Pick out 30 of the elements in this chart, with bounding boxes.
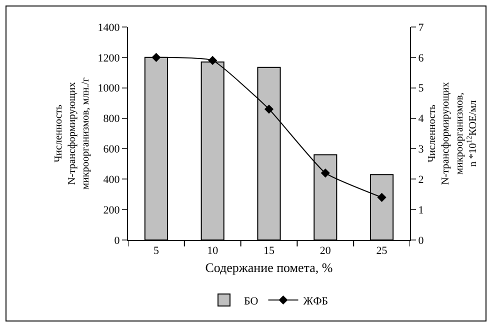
x-tick-label: 5	[153, 245, 160, 258]
x-axis-title: Содержание помета, %	[205, 260, 333, 275]
point	[320, 168, 330, 178]
y-tick-label: 400	[103, 174, 120, 186]
y2-tick-label: 5	[418, 82, 424, 95]
y2-tick-label: 0	[418, 234, 424, 247]
y2-tick-label: 4	[418, 113, 424, 126]
y-axis-title: Численность N-трансформирующих микроорганизмов, млн./г	[53, 76, 92, 190]
y2-tick-label: 1	[418, 204, 424, 216]
y-tick-label: 800	[103, 113, 120, 126]
point	[208, 56, 218, 66]
y2-tick-label: 6	[418, 52, 424, 64]
point	[152, 52, 161, 62]
x-tick-label: 25	[376, 245, 388, 258]
y2-tick-label: 3	[418, 144, 424, 156]
point	[377, 192, 386, 202]
y2-tick-label: 2	[418, 174, 424, 186]
point	[264, 104, 274, 114]
y-tick-label: 600	[103, 144, 120, 156]
x-tick-label: 20	[320, 245, 332, 258]
y-tick-label: 200	[103, 204, 120, 216]
y-tick-label: 1000	[98, 82, 120, 95]
y-tick-label: 0	[114, 234, 120, 247]
y2-tick-label: 7	[418, 22, 424, 34]
legend-label: ЖФБ	[303, 295, 328, 308]
x-tick-label: 15	[264, 245, 275, 258]
y-tick-label: 1200	[98, 52, 120, 64]
y-tick-label: 1400	[98, 22, 120, 34]
legend-label: БО	[244, 295, 258, 308]
x-tick-label: 10	[207, 245, 219, 258]
